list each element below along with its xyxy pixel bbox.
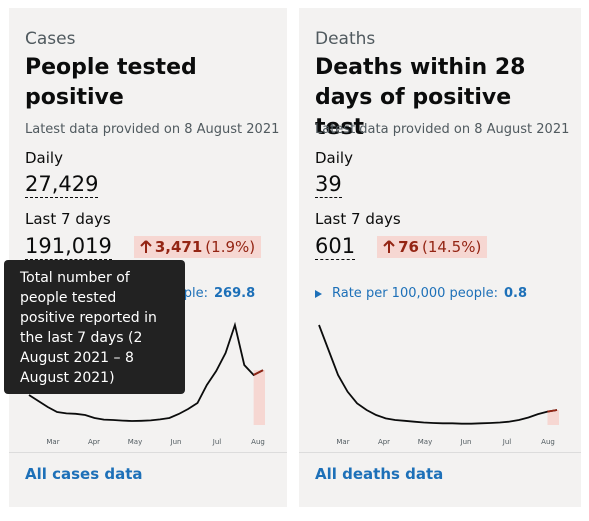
- daily-value[interactable]: 27,429: [25, 172, 99, 198]
- daily-label: Daily: [315, 149, 353, 167]
- rate-label: Rate per 100,000 people:: [332, 286, 499, 301]
- month-label: Jul: [212, 438, 222, 446]
- trend-line: [28, 321, 264, 422]
- card: Cases People tested positive Latest data p…: [9, 8, 287, 507]
- card: Deaths Deaths within 28 days of positive …: [299, 8, 581, 507]
- month-label: Jun: [460, 438, 472, 446]
- change-value: 76: [398, 237, 419, 256]
- arrow-shape: [140, 239, 152, 253]
- updated-date: Latest data provided on 8 August 2021: [25, 122, 280, 137]
- change-percent: (14.5%): [421, 237, 482, 256]
- rate-value: 269.8: [214, 286, 256, 301]
- week-label: Last 7 days: [315, 210, 401, 228]
- separator: [299, 452, 581, 453]
- sparkline: Mar Apr May Jun Jul Aug: [28, 321, 265, 446]
- change-box: 76 (14.5%): [377, 235, 488, 258]
- up-arrow: [140, 239, 152, 253]
- data-link[interactable]: All deaths data: [315, 465, 444, 483]
- data-link[interactable]: All cases data: [25, 465, 143, 483]
- card-title: Deaths within 28 days of positive test: [315, 55, 526, 140]
- tooltip: Total number of people tested positive r…: [4, 260, 185, 394]
- month-label: Jun: [170, 438, 182, 446]
- last-7-days-highlight: [547, 410, 559, 425]
- tooltip-text: Total number of people tested positive r…: [20, 270, 157, 386]
- week-row: 601 76 (14.5%): [315, 233, 488, 260]
- rate-toggle[interactable]: Rate per 100,000 people: 0.8: [315, 286, 527, 301]
- week-value[interactable]: 191,019: [25, 234, 112, 260]
- month-label: May: [128, 438, 142, 446]
- month-label: Apr: [88, 438, 100, 446]
- change-box: 3,471 (1.9%): [133, 235, 262, 258]
- category: Cases: [25, 29, 76, 49]
- month-label: Aug: [251, 438, 265, 446]
- daily-label: Daily: [25, 149, 63, 167]
- trend-line: [318, 324, 558, 425]
- month-label: Aug: [541, 438, 555, 446]
- rate-value: 0.8: [504, 286, 528, 301]
- category: Deaths: [315, 29, 376, 49]
- sparkline: Mar Apr May Jun Jul Aug: [318, 324, 559, 446]
- week-value[interactable]: 601: [315, 234, 356, 260]
- daily-row: 39: [315, 171, 342, 198]
- week-row: 191,019 3,471 (1.9%): [25, 233, 262, 260]
- daily-value[interactable]: 39: [315, 172, 342, 198]
- month-label: May: [418, 438, 432, 446]
- week-label: Last 7 days: [25, 210, 111, 228]
- recent-line: [253, 369, 264, 376]
- arrow-shape: [383, 239, 395, 253]
- change-value: 3,471: [154, 237, 203, 256]
- month-label: Mar: [46, 438, 59, 446]
- month-label: Mar: [336, 438, 349, 446]
- recent-line: [547, 409, 558, 413]
- month-label: Apr: [378, 438, 390, 446]
- card-title: People tested positive: [25, 55, 197, 110]
- last-7-days-highlight: [253, 370, 265, 425]
- updated-date: Latest data provided on 8 August 2021: [315, 122, 570, 137]
- up-arrow: [383, 239, 395, 253]
- daily-row: 27,429: [25, 171, 99, 198]
- change-percent: (1.9%): [205, 237, 256, 256]
- month-label: Jul: [502, 438, 512, 446]
- triangle-icon: [315, 289, 322, 298]
- separator: [9, 452, 287, 453]
